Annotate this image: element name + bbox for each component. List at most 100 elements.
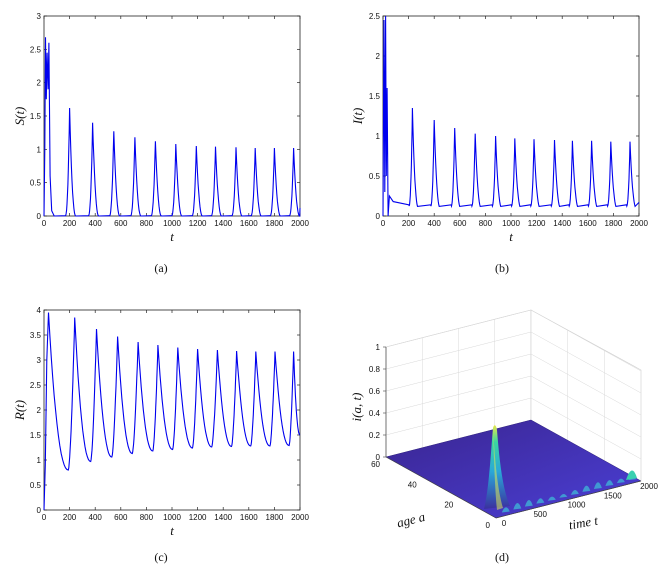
age-tick-label: 40 (408, 480, 417, 489)
x-tick-label: 1200 (189, 513, 207, 522)
plot-frame (382, 15, 640, 217)
grid-lines (385, 309, 642, 461)
y-tick-label: 0.5 (30, 481, 42, 490)
x-ticks: 0 200 400 600 800 1000 1200 1400 1600 1800 2000 (42, 16, 309, 228)
surface-ripple (536, 498, 545, 504)
x-tick-label: 600 (114, 513, 128, 522)
y-tick-label: 3.5 (30, 331, 42, 340)
surface-ripple (501, 507, 510, 513)
x-tick-label: 2000 (630, 219, 648, 228)
x-tick-label: 0 (42, 513, 47, 522)
x-tick-label: 0 (381, 219, 386, 228)
grid-line (530, 309, 642, 372)
plot-frame (43, 309, 301, 511)
x-ticks: 0 200 400 600 800 1000 1200 1400 1600 1800 2000 (381, 16, 648, 228)
surface-ripple (593, 482, 602, 489)
z-tick-label: 0.2 (369, 431, 381, 440)
x-tick-label: 400 (89, 513, 103, 522)
panel-s-of-t: 0 0.5 1 1.5 2 2.5 3 0 200 400 600 800 1000 1200 1400 1… (12, 12, 309, 275)
x-tick-label: 400 (428, 219, 442, 228)
x-tick-label: 2000 (291, 513, 309, 522)
time-axis-label: time t (568, 513, 600, 533)
y-tick-label: 1.5 (30, 431, 42, 440)
grid-line (530, 375, 642, 438)
y-tick-label: 1 (376, 132, 381, 141)
surface-main-peak (484, 425, 510, 509)
surface-ripples (501, 470, 637, 513)
surface-ripple (605, 480, 614, 487)
x-tick-label: 200 (63, 219, 77, 228)
surface-ripple (570, 490, 579, 495)
z-axis-label: i(a, t) (349, 393, 364, 422)
x-tick-label: 0 (42, 219, 47, 228)
time-tick-label: 1000 (568, 501, 586, 510)
z-ticks: 0 0.2 0.4 0.6 0.8 1 (369, 343, 386, 462)
surface-ripple (559, 493, 568, 498)
time-tick-label: 500 (534, 510, 548, 519)
age-tick-label: 20 (444, 501, 453, 510)
surface-ripple (616, 478, 625, 484)
time-ticks: 0 500 1000 1500 2000 (502, 482, 659, 528)
plot-frame (43, 15, 301, 217)
grid-line (530, 331, 642, 394)
x-tick-label: 1200 (528, 219, 546, 228)
y-tick-label: 2.5 (30, 45, 42, 54)
y-tick-label: 0 (37, 506, 42, 515)
y-tick-label: 2.5 (369, 12, 381, 21)
surface-ripple (524, 499, 533, 507)
y-tick-label: 2 (37, 79, 42, 88)
age-tick-label: 60 (371, 460, 380, 469)
x-tick-label: 1000 (163, 219, 181, 228)
y-tick-label: 3 (37, 12, 42, 21)
panel-r-of-t: 0 0.5 1 1.5 2 2.5 3 3.5 4 0 200 400 600 800 1000 1200 1… (12, 306, 309, 564)
x-tick-label: 800 (140, 513, 154, 522)
y-axis-label: R(t) (12, 400, 27, 421)
series-line (43, 37, 301, 218)
y-tick-label: 4 (37, 306, 42, 315)
time-tick-label: 1500 (604, 491, 622, 500)
x-tick-label: 200 (402, 219, 416, 228)
z-tick-label: 0 (376, 453, 381, 462)
x-tick-label: 600 (114, 219, 128, 228)
y-tick-label: 3 (37, 356, 42, 365)
x-tick-label: 1800 (605, 219, 623, 228)
surface-ripple (547, 496, 556, 501)
x-tick-label: 1000 (163, 513, 181, 522)
y-tick-label: 1.5 (30, 112, 42, 121)
x-tick-label: 1800 (266, 513, 284, 522)
age-tick-label: 0 (486, 521, 491, 530)
surface-ripple (626, 470, 637, 480)
y-ticks: 0 0.5 1 1.5 2 2.5 3 (30, 12, 300, 221)
age-ticks: 0 20 40 60 (371, 460, 490, 530)
y-tick-label: 1 (37, 456, 42, 465)
time-tick-label: 0 (502, 519, 507, 528)
x-tick-label: 200 (63, 513, 77, 522)
caption: (d) (495, 550, 509, 564)
x-tick-label: 1600 (240, 219, 258, 228)
y-ticks: 0 0.5 1 1.5 2 2.5 3 3.5 4 (30, 306, 300, 515)
z-tick-label: 0.4 (369, 409, 381, 418)
z-tick-label: 1 (376, 343, 381, 352)
y-axis-label: S(t) (12, 107, 27, 126)
age-axis-label: age a (395, 509, 427, 531)
x-tick-label: 2000 (291, 219, 309, 228)
x-tick-label: 1000 (502, 219, 520, 228)
x-tick-label: 800 (140, 219, 154, 228)
y-tick-label: 0.5 (369, 172, 381, 181)
caption: (c) (154, 550, 167, 564)
y-axis-label: I(t) (350, 108, 365, 126)
y-ticks: 0 0.5 1 1.5 2 2.5 (369, 12, 639, 221)
y-tick-label: 0 (37, 212, 42, 221)
x-tick-label: 1400 (553, 219, 571, 228)
t-axis-line (495, 480, 642, 519)
a-axis-line (385, 456, 497, 519)
caption: (b) (495, 261, 509, 275)
y-tick-label: 2.5 (30, 381, 42, 390)
surface-main-peak-shade (493, 430, 503, 510)
y-tick-label: 2 (376, 52, 381, 61)
x-tick-label: 1800 (266, 219, 284, 228)
y-tick-label: 0 (376, 212, 381, 221)
x-tick-label: 1200 (189, 219, 207, 228)
